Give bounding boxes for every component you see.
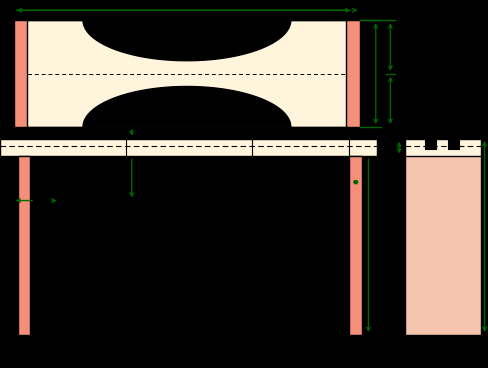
Bar bbox=[405, 138, 481, 335]
Bar bbox=[448, 139, 459, 149]
Bar bbox=[426, 139, 436, 149]
Bar bbox=[14, 20, 360, 127]
Bar bbox=[14, 20, 27, 127]
Bar bbox=[0, 139, 377, 156]
Bar bbox=[14, 20, 360, 127]
Polygon shape bbox=[27, 86, 346, 127]
Bar bbox=[349, 156, 362, 335]
Bar bbox=[18, 156, 30, 335]
Bar bbox=[405, 139, 481, 156]
Polygon shape bbox=[27, 20, 346, 61]
Bar bbox=[346, 20, 360, 127]
